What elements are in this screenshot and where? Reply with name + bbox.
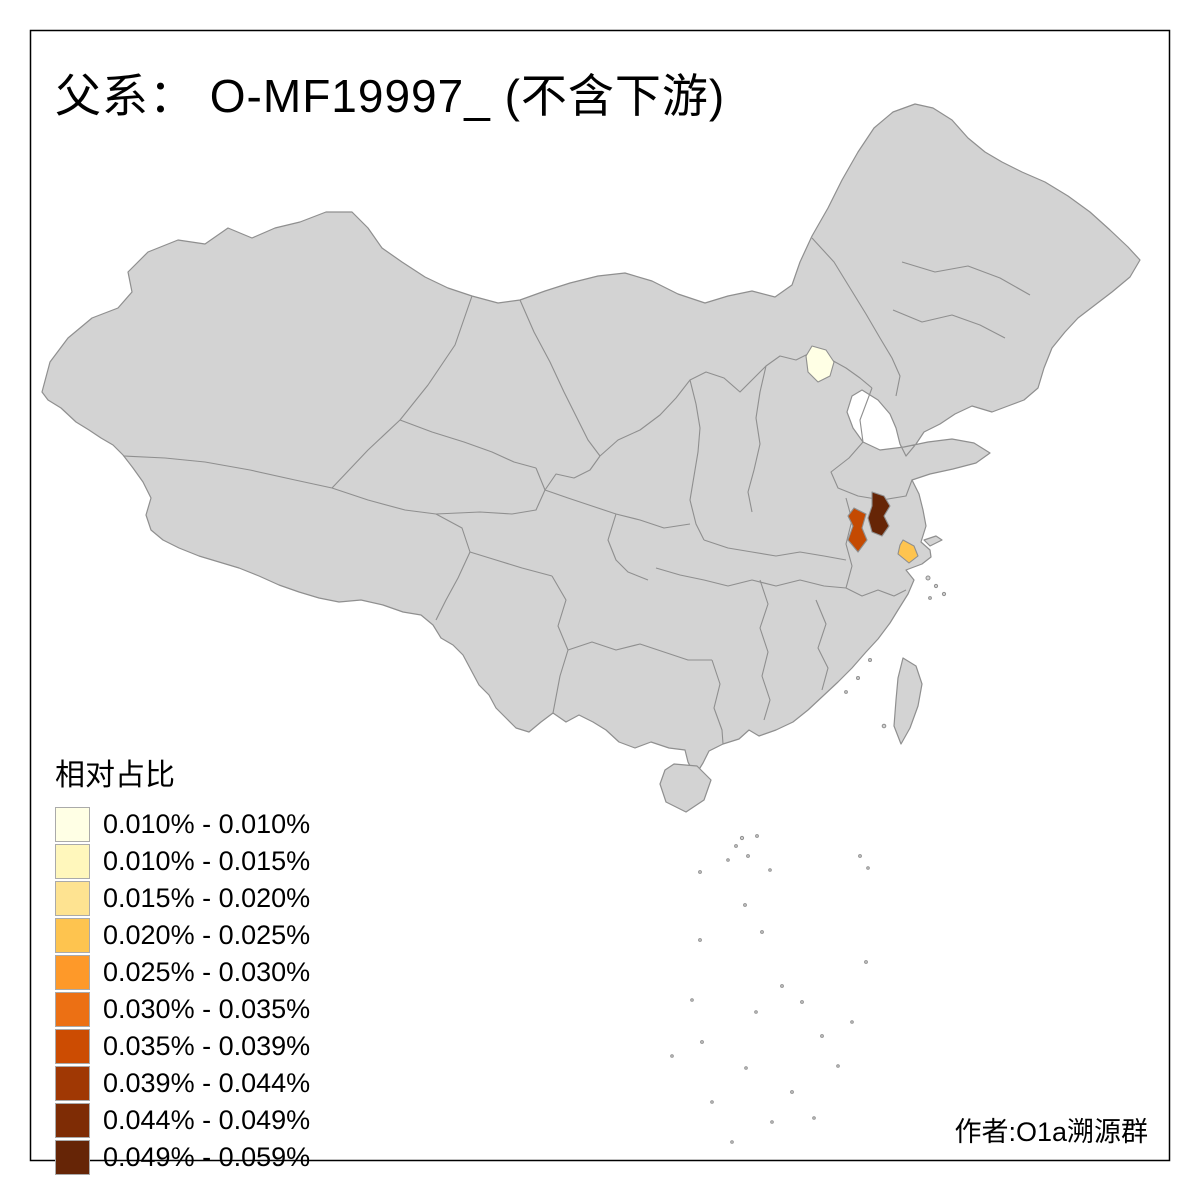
legend-item: 0.015% - 0.020% [55,880,310,917]
region-jiangsu-highlight [867,491,891,537]
legend-label: 0.039% - 0.044% [103,1068,311,1098]
legend-items: 0.010% - 0.010% 0.010% - 0.015% 0.015% -… [55,806,310,1176]
legend-label: 0.025% - 0.030% [103,957,311,987]
legend-item: 0.030% - 0.035% [55,991,310,1028]
map-frame [29,29,1171,1162]
taiwan-island [893,657,923,745]
legend-swatch [55,1140,90,1175]
legend-item: 0.010% - 0.015% [55,843,310,880]
map-title: 父系： O-MF19997_ (不含下游) [55,70,726,122]
legend-item: 0.025% - 0.030% [55,954,310,991]
legend-item: 0.044% - 0.049% [55,1102,310,1139]
legend-item: 0.010% - 0.010% [55,806,310,843]
region-anhui-highlight [847,507,868,553]
south-china-sea-islands [670,575,947,1144]
chongming-island [923,535,943,547]
legend-item: 0.039% - 0.044% [55,1065,310,1102]
province-borders [123,237,1031,745]
legend-label: 0.049% - 0.059% [103,1142,311,1172]
highlighted-regions [805,345,919,564]
hainan-island [659,763,712,813]
legend-item: 0.035% - 0.039% [55,1028,310,1065]
legend-label: 0.044% - 0.049% [103,1105,311,1135]
legend-item: 0.049% - 0.059% [55,1139,310,1176]
legend-label: 0.010% - 0.010% [103,809,311,839]
legend-swatch [55,1066,90,1101]
legend-label: 0.035% - 0.039% [103,1031,311,1061]
legend-title: 相对占比 [55,759,175,792]
legend-swatch [55,807,90,842]
attribution: 作者:O1a溯源群 [954,1117,1148,1147]
legend-item: 0.020% - 0.025% [55,917,310,954]
legend: 相对占比 0.010% - 0.010% 0.010% - 0.015% 0.0… [55,750,310,1176]
mainland-china [41,103,1141,777]
legend-label: 0.010% - 0.015% [103,846,311,876]
legend-label: 0.020% - 0.025% [103,920,311,950]
legend-label: 0.015% - 0.020% [103,883,311,913]
region-shanghai [897,539,919,564]
legend-swatch [55,918,90,953]
legend-swatch [55,992,90,1027]
legend-label: 0.030% - 0.035% [103,994,311,1024]
legend-swatch [55,881,90,916]
legend-swatch [55,844,90,879]
region-beijing [805,345,835,383]
legend-swatch [55,1029,90,1064]
landmasses [41,103,1141,813]
legend-swatch [55,955,90,990]
legend-swatch [55,1103,90,1138]
